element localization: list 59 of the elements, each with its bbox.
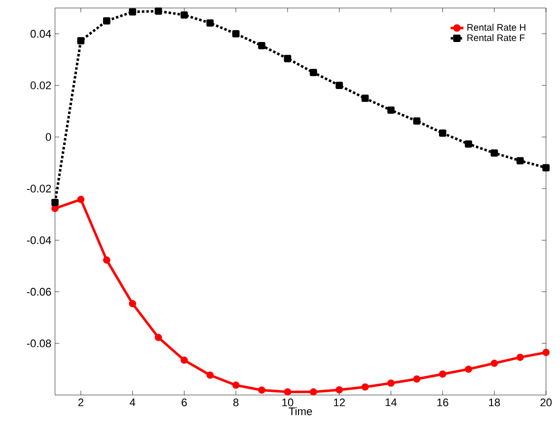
point	[464, 366, 472, 373]
x-tick-label: 10	[282, 398, 294, 406]
point	[232, 382, 240, 389]
point	[284, 388, 292, 396]
point	[336, 386, 343, 394]
legend-label: Rental Rate H	[467, 24, 526, 31]
x-tick-label: 6	[182, 398, 187, 406]
x-tick-label: 20	[540, 398, 552, 406]
point	[77, 196, 84, 204]
point	[438, 370, 446, 378]
point	[387, 379, 395, 387]
point	[77, 37, 84, 44]
point	[361, 94, 369, 102]
point	[490, 360, 498, 367]
point	[51, 198, 59, 206]
point	[542, 348, 550, 356]
point	[438, 129, 446, 137]
point	[464, 140, 472, 148]
y-tick-label: 0.04	[30, 30, 52, 38]
point	[180, 356, 188, 364]
point	[180, 11, 188, 19]
x-axis-title: Time	[288, 407, 312, 416]
point	[413, 375, 420, 383]
point	[258, 42, 266, 50]
point	[258, 386, 266, 394]
point	[336, 82, 343, 90]
point	[154, 7, 162, 15]
point	[310, 68, 318, 76]
y-tick-label: 0.02	[30, 82, 51, 90]
x-tick-label: 14	[386, 398, 397, 406]
point	[206, 19, 214, 27]
point	[206, 371, 214, 379]
point	[154, 334, 162, 342]
y-tick-label: -0.02	[26, 184, 51, 192]
point	[542, 164, 550, 172]
point	[310, 388, 318, 396]
x-tick-label: 2	[78, 398, 84, 406]
point	[516, 354, 524, 361]
x-tick-label: 16	[437, 398, 448, 406]
y-tick-label: -0.08	[26, 340, 51, 348]
point	[128, 8, 136, 16]
y-tick-label: 0	[46, 133, 52, 141]
y-tick-label: -0.06	[26, 288, 51, 296]
legend-label: Rental Rate F	[467, 34, 525, 42]
point	[490, 149, 498, 157]
point	[516, 157, 524, 164]
point	[361, 383, 369, 391]
point	[387, 106, 395, 114]
point	[284, 54, 292, 62]
y-tick-label: -0.04	[26, 236, 52, 244]
point	[103, 256, 110, 264]
point	[103, 17, 110, 25]
x-tick-label: 8	[233, 398, 238, 406]
x-tick-label: 12	[334, 398, 345, 406]
x-tick-label: 18	[489, 398, 500, 406]
point	[413, 117, 420, 125]
point	[232, 30, 240, 38]
point	[128, 300, 136, 308]
x-tick-label: 4	[130, 398, 136, 406]
